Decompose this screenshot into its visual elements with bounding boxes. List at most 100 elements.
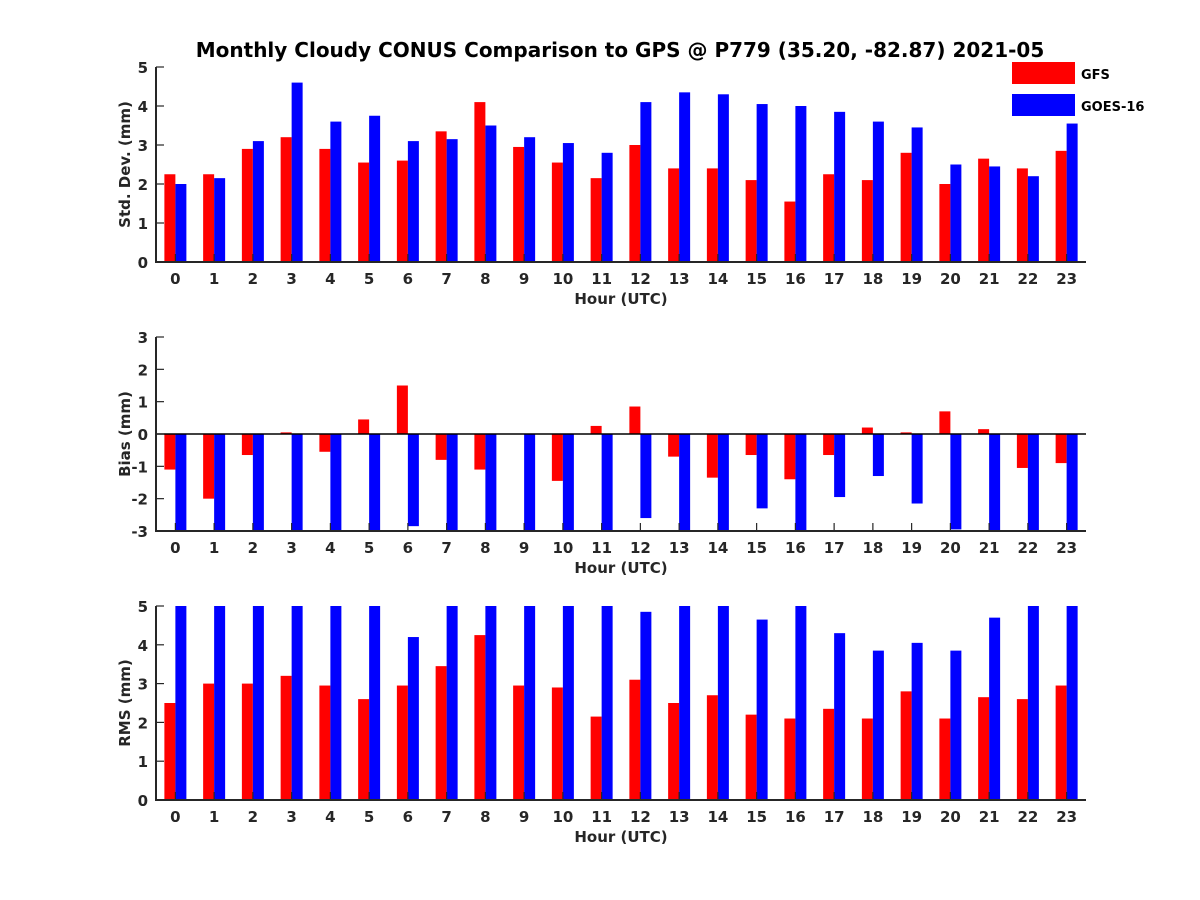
std-dev-bar-gfs-17	[823, 174, 835, 262]
bias-xtick-label: 5	[364, 539, 374, 557]
bias-bar-goes16-14	[717, 434, 729, 531]
bias-bar-gfs-1	[203, 434, 215, 499]
std-dev-bar-goes16-19	[911, 127, 923, 262]
bias-bar-goes16-10	[562, 434, 574, 531]
rms-bar-goes16-11	[601, 606, 613, 800]
std-dev-bar-gfs-13	[668, 168, 680, 262]
rms-ylabel: RMS (mm)	[116, 659, 134, 746]
bias-bar-goes16-20	[950, 434, 962, 530]
bias-bar-gfs-4	[319, 434, 331, 452]
rms-bar-goes16-2	[252, 606, 264, 800]
std-dev-bar-gfs-2	[241, 148, 253, 262]
rms-bar-gfs-20	[939, 718, 951, 800]
bias-ytick-label: -3	[131, 523, 148, 541]
bias-bar-gfs-21	[978, 429, 990, 434]
std-dev-bar-gfs-20	[939, 184, 951, 262]
std-dev-xtick-label: 13	[669, 270, 690, 288]
bias-xtick-label: 17	[824, 539, 845, 557]
rms-xtick-label: 6	[403, 808, 413, 826]
rms-xtick-label: 9	[519, 808, 529, 826]
bias-xtick-label: 3	[286, 539, 296, 557]
bias-bar-goes16-9	[524, 434, 536, 531]
bias-bar-gfs-12	[629, 406, 641, 434]
rms-bar-goes16-9	[524, 606, 536, 800]
std-dev-bar-gfs-22	[1016, 168, 1028, 262]
bias-bar-gfs-23	[1055, 434, 1067, 464]
bias-xtick-label: 18	[862, 539, 883, 557]
bias-bar-gfs-3	[280, 432, 292, 434]
std-dev-bar-gfs-10	[551, 162, 563, 262]
bias-bar-gfs-11	[590, 425, 602, 434]
bias-bar-gfs-6	[396, 385, 408, 434]
bias-xtick-label: 0	[170, 539, 180, 557]
std-dev-xtick-label: 14	[707, 270, 728, 288]
rms-bar-gfs-18	[861, 718, 873, 800]
rms-ytick-label: 2	[138, 714, 148, 732]
std-dev-xtick-label: 19	[901, 270, 922, 288]
rms-ytick-label: 1	[138, 753, 148, 771]
rms-bar-goes16-12	[640, 611, 652, 800]
std-dev-bar-gfs-0	[164, 174, 176, 262]
bias-bar-goes16-17	[834, 434, 846, 498]
std-dev-bar-gfs-23	[1055, 150, 1067, 262]
legend-swatch-gfs	[1012, 62, 1075, 84]
bias-ytick-label: 2	[138, 361, 148, 379]
rms-bar-goes16-3	[291, 606, 303, 800]
std-dev-bar-goes16-7	[446, 139, 458, 262]
std-dev-xtick-label: 0	[170, 270, 180, 288]
bias-xtick-label: 1	[209, 539, 219, 557]
rms-ytick-label: 3	[138, 676, 148, 694]
bias-xtick-label: 11	[591, 539, 612, 557]
std-dev-bar-gfs-18	[861, 180, 873, 262]
rms-xtick-label: 23	[1056, 808, 1077, 826]
bias-xtick-label: 9	[519, 539, 529, 557]
std-dev-xtick-label: 15	[746, 270, 767, 288]
std-dev-bar-goes16-5	[369, 115, 381, 262]
rms-xtick-label: 5	[364, 808, 374, 826]
std-dev-ytick-label: 5	[138, 59, 148, 77]
rms-bar-gfs-11	[590, 716, 602, 800]
rms-xtick-label: 10	[552, 808, 573, 826]
bias-bar-gfs-17	[823, 434, 835, 456]
rms-ytick-label: 5	[138, 598, 148, 616]
bias-xtick-label: 8	[480, 539, 490, 557]
bias-bar-goes16-0	[175, 434, 187, 531]
bias-bar-goes16-18	[872, 434, 884, 477]
std-dev-bar-gfs-21	[978, 158, 990, 262]
std-dev-ytick-label: 0	[138, 254, 148, 272]
rms-bar-gfs-16	[784, 718, 796, 800]
std-dev-xtick-label: 23	[1056, 270, 1077, 288]
std-dev-bar-gfs-16	[784, 201, 796, 262]
rms-xtick-label: 15	[746, 808, 767, 826]
rms-bar-gfs-7	[435, 666, 447, 800]
bias-ytick-label: 0	[138, 426, 148, 444]
std-dev-bar-gfs-8	[474, 102, 486, 262]
bias-xtick-label: 6	[403, 539, 413, 557]
bias-bar-goes16-4	[330, 434, 342, 531]
bias-xtick-label: 23	[1056, 539, 1077, 557]
bias-xlabel: Hour (UTC)	[574, 559, 667, 577]
std-dev-bar-goes16-18	[872, 121, 884, 262]
std-dev-bar-goes16-8	[485, 125, 497, 262]
std-dev-bar-goes16-15	[756, 104, 768, 262]
rms-xtick-label: 0	[170, 808, 180, 826]
bias-bar-goes16-1	[214, 434, 226, 531]
rms-xtick-label: 4	[325, 808, 335, 826]
rms-bar-goes16-7	[446, 606, 458, 800]
bias-bar-goes16-2	[252, 434, 264, 531]
std-dev-bar-goes16-0	[175, 184, 187, 262]
rms-bar-gfs-4	[319, 685, 331, 800]
bias-bar-goes16-23	[1066, 434, 1078, 531]
std-dev-bar-gfs-4	[319, 148, 331, 262]
std-dev-bar-goes16-12	[640, 102, 652, 262]
rms-bar-goes16-21	[989, 617, 1001, 800]
bias-ytick-label: 1	[138, 394, 148, 412]
std-dev-bar-gfs-7	[435, 131, 447, 262]
rms-bar-gfs-22	[1016, 699, 1028, 800]
rms-bar-goes16-16	[795, 606, 807, 800]
bias-ylabel: Bias (mm)	[116, 391, 134, 477]
bias-bar-goes16-7	[446, 434, 458, 531]
bias-bar-goes16-13	[679, 434, 691, 531]
rms-bar-goes16-18	[872, 650, 884, 800]
std-dev-bar-goes16-13	[679, 92, 691, 262]
